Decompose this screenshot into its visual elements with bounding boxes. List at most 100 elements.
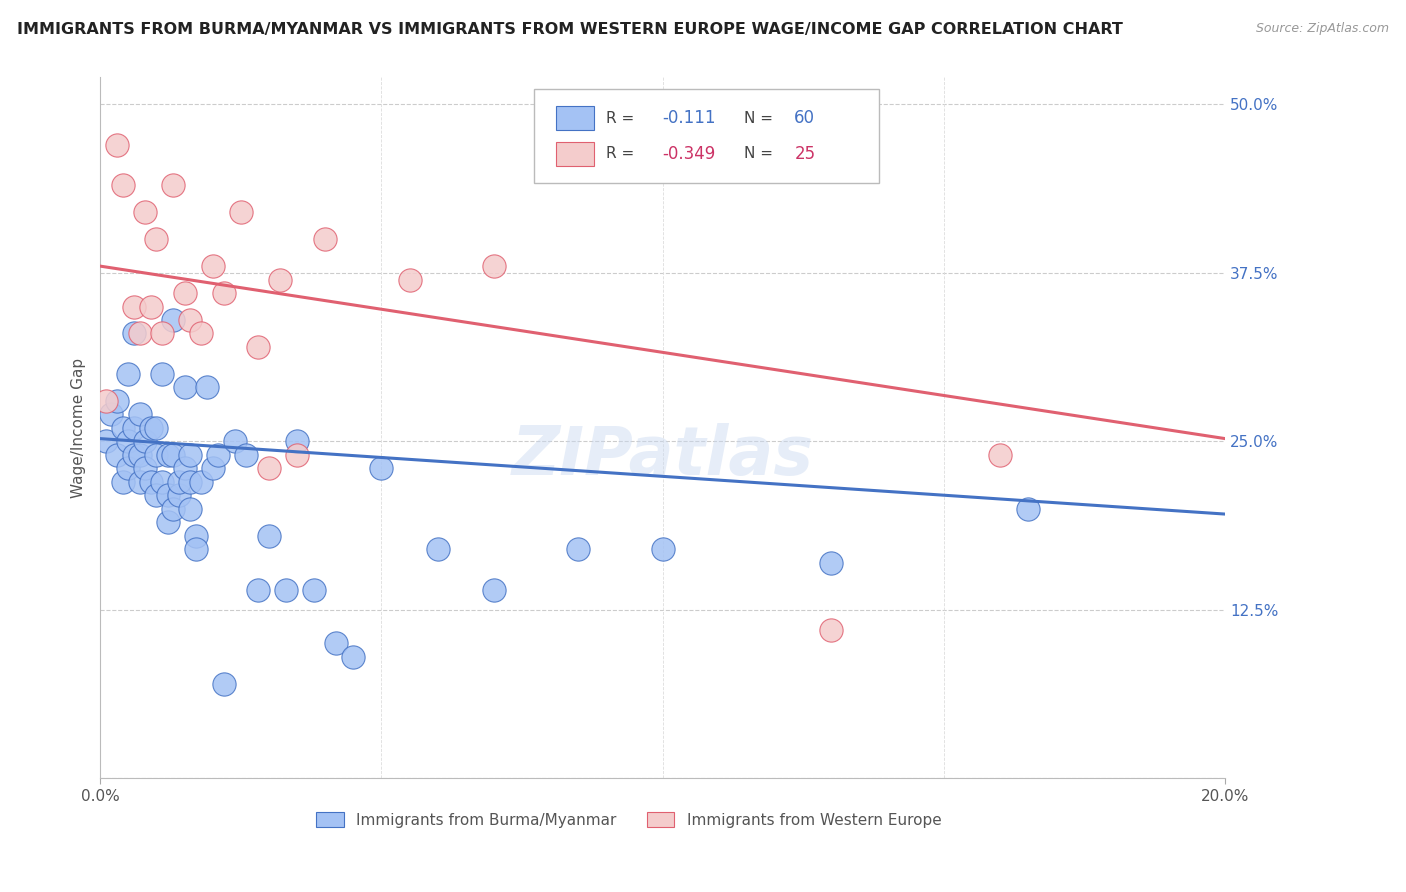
Point [314, 232, 336, 246]
Point [212, 286, 235, 301]
Point [370, 461, 392, 475]
Point [167, 488, 190, 502]
Point [184, 528, 207, 542]
Point [246, 582, 269, 597]
Point [122, 448, 145, 462]
Point [567, 542, 589, 557]
Point [1017, 501, 1039, 516]
Point [145, 421, 167, 435]
Point [94, 393, 117, 408]
Point [128, 408, 150, 422]
Legend: Immigrants from Burma/Myanmar, Immigrants from Western Europe: Immigrants from Burma/Myanmar, Immigrant… [311, 805, 948, 834]
Point [988, 448, 1011, 462]
Point [285, 448, 308, 462]
Point [207, 448, 229, 462]
Point [179, 475, 201, 489]
Point [167, 475, 190, 489]
Point [184, 542, 207, 557]
Point [156, 448, 179, 462]
Point [173, 461, 195, 475]
Point [820, 556, 842, 570]
Point [111, 178, 134, 193]
Point [128, 326, 150, 341]
Point [150, 367, 173, 381]
Point [179, 448, 201, 462]
Point [150, 326, 173, 341]
Point [325, 636, 347, 650]
Point [156, 515, 179, 529]
Point [122, 326, 145, 341]
Point [134, 461, 156, 475]
Point [134, 205, 156, 219]
Point [201, 259, 224, 273]
Point [651, 542, 673, 557]
Point [156, 488, 179, 502]
Point [426, 542, 449, 557]
Point [173, 380, 195, 394]
Point [173, 286, 195, 301]
Point [128, 448, 150, 462]
Point [342, 649, 364, 664]
Point [150, 475, 173, 489]
Y-axis label: Wage/Income Gap: Wage/Income Gap [72, 358, 86, 498]
Point [105, 448, 128, 462]
Text: 25: 25 [794, 145, 815, 163]
Bar [555, 142, 593, 166]
Point [162, 448, 184, 462]
Point [117, 367, 139, 381]
Text: R =: R = [606, 146, 634, 161]
Point [117, 434, 139, 449]
Point [105, 393, 128, 408]
Point [179, 313, 201, 327]
Point [398, 272, 420, 286]
Point [162, 313, 184, 327]
Point [162, 501, 184, 516]
Text: R =: R = [606, 111, 634, 126]
Point [285, 434, 308, 449]
Point [139, 300, 162, 314]
Point [190, 326, 212, 341]
Point [122, 421, 145, 435]
Text: 60: 60 [794, 109, 815, 128]
Text: N =: N = [744, 146, 773, 161]
Point [139, 421, 162, 435]
Point [257, 461, 280, 475]
Point [105, 137, 128, 152]
Point [111, 421, 134, 435]
Text: Source: ZipAtlas.com: Source: ZipAtlas.com [1256, 22, 1389, 36]
Point [145, 448, 167, 462]
Point [122, 300, 145, 314]
Point [111, 475, 134, 489]
Text: IMMIGRANTS FROM BURMA/MYANMAR VS IMMIGRANTS FROM WESTERN EUROPE WAGE/INCOME GAP : IMMIGRANTS FROM BURMA/MYANMAR VS IMMIGRA… [17, 22, 1123, 37]
Point [94, 434, 117, 449]
Point [134, 434, 156, 449]
Point [229, 205, 252, 219]
Point [246, 340, 269, 354]
Point [179, 501, 201, 516]
Point [820, 623, 842, 637]
Point [145, 488, 167, 502]
Point [302, 582, 325, 597]
Point [195, 380, 218, 394]
Point [201, 461, 224, 475]
Point [482, 582, 505, 597]
Text: -0.349: -0.349 [662, 145, 716, 163]
Point [269, 272, 291, 286]
Point [257, 528, 280, 542]
Point [482, 259, 505, 273]
Bar [555, 106, 593, 130]
Point [235, 448, 257, 462]
Text: N =: N = [744, 111, 773, 126]
Text: -0.111: -0.111 [662, 109, 716, 128]
Point [128, 475, 150, 489]
Text: ZIPatlas: ZIPatlas [512, 423, 814, 489]
Point [190, 475, 212, 489]
Point [145, 232, 167, 246]
Point [117, 461, 139, 475]
Point [162, 178, 184, 193]
Point [224, 434, 246, 449]
Point [212, 677, 235, 691]
Point [139, 475, 162, 489]
Point [274, 582, 297, 597]
Point [100, 408, 122, 422]
